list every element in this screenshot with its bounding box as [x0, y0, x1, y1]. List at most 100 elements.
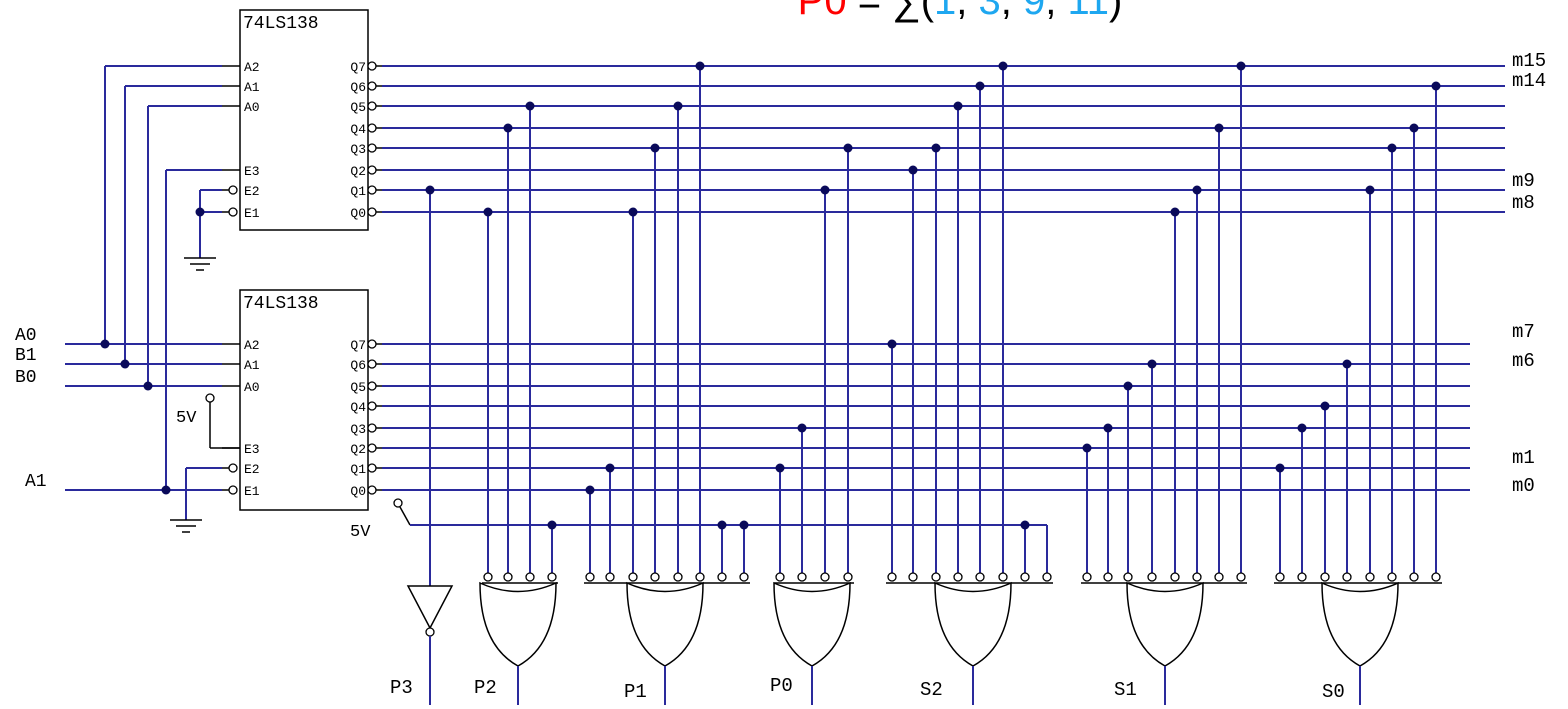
inversion-bubble — [367, 359, 377, 369]
title: P0 = ∑(1, 3, 9, 11) — [798, 0, 1123, 23]
title-part: 11 — [1067, 0, 1109, 23]
pin-label: Q5 — [350, 100, 366, 115]
junction — [1082, 443, 1092, 453]
pin-label: Q1 — [350, 184, 366, 199]
pin-label: Q3 — [350, 422, 366, 437]
inversion-bubble — [1170, 572, 1180, 582]
title-part: 3 — [979, 0, 1001, 23]
supply-terminal — [205, 393, 215, 403]
inversion-bubble — [525, 572, 535, 582]
inversion-bubble — [605, 572, 615, 582]
inversion-bubble — [483, 572, 493, 582]
inverter — [406, 585, 454, 630]
pin-label: E1 — [244, 484, 260, 499]
junction — [483, 207, 493, 217]
title-part: ) — [1109, 0, 1122, 23]
inversion-bubble — [367, 61, 377, 71]
supply-label: 5V — [350, 523, 371, 542]
chip-body — [239, 289, 369, 511]
inversion-bubble — [1082, 572, 1092, 582]
inversion-bubble — [503, 572, 513, 582]
junction — [605, 463, 615, 473]
gate-output-label: P2 — [474, 677, 497, 699]
inversion-bubble — [1103, 572, 1113, 582]
inversion-bubble — [628, 572, 638, 582]
or-gate — [479, 581, 557, 667]
junction — [1320, 401, 1330, 411]
inversion-bubble — [367, 165, 377, 175]
junction — [100, 339, 110, 349]
junction — [953, 101, 963, 111]
inversion-bubble — [717, 572, 727, 582]
junction — [1236, 61, 1246, 71]
junction — [1170, 207, 1180, 217]
inversion-bubble — [650, 572, 660, 582]
junction — [1147, 359, 1157, 369]
inversion-bubble — [228, 185, 238, 195]
minterm-label: m7 — [1512, 321, 1535, 343]
inversion-bubble — [1409, 572, 1419, 582]
inversion-bubble — [425, 627, 435, 637]
junction — [1103, 423, 1113, 433]
inversion-bubble — [367, 81, 377, 91]
junction — [931, 143, 941, 153]
junction — [1387, 143, 1397, 153]
junction — [820, 185, 830, 195]
gate-output-label: P3 — [390, 677, 413, 699]
pin-label: A1 — [244, 358, 260, 373]
junction — [843, 143, 853, 153]
input-label: A0 — [15, 326, 37, 346]
junction — [585, 485, 595, 495]
inversion-bubble — [367, 381, 377, 391]
inversion-bubble — [367, 339, 377, 349]
inversion-bubble — [228, 485, 238, 495]
inversion-bubble — [1214, 572, 1224, 582]
inversion-bubble — [975, 572, 985, 582]
gate-output-label: P1 — [624, 681, 647, 703]
inversion-bubble — [367, 185, 377, 195]
pin-label: A0 — [244, 100, 260, 115]
junction — [120, 359, 130, 369]
inversion-bubble — [367, 207, 377, 217]
gate-output-label: P0 — [770, 675, 793, 697]
pin-label: A0 — [244, 380, 260, 395]
or-gate — [773, 581, 851, 667]
junction — [1275, 463, 1285, 473]
inversion-bubble — [797, 572, 807, 582]
inversion-bubble — [1020, 572, 1030, 582]
supply-terminal — [393, 498, 403, 508]
pin-label: E2 — [244, 462, 260, 477]
supply-label: 5V — [176, 409, 197, 428]
inversion-bubble — [673, 572, 683, 582]
junction — [975, 81, 985, 91]
inversion-bubble — [547, 572, 557, 582]
inversion-bubble — [367, 485, 377, 495]
inversion-bubble — [1192, 572, 1202, 582]
inversion-bubble — [1042, 572, 1052, 582]
junction — [775, 463, 785, 473]
junction — [1214, 123, 1224, 133]
inversion-bubble — [843, 572, 853, 582]
junction — [1409, 123, 1419, 133]
input-label: B1 — [15, 346, 37, 366]
junction — [998, 61, 1008, 71]
junction — [797, 423, 807, 433]
inversion-bubble — [1320, 572, 1330, 582]
inversion-bubble — [1123, 572, 1133, 582]
junction — [650, 143, 660, 153]
input-label: B0 — [15, 368, 37, 388]
title-part: 1 — [934, 0, 956, 23]
junction — [1123, 381, 1133, 391]
junction — [908, 165, 918, 175]
pin-label: Q2 — [350, 442, 366, 457]
title-part: P0 — [798, 0, 847, 23]
junction — [1431, 81, 1441, 91]
pin-label: E3 — [244, 442, 260, 457]
pin-label: A1 — [244, 80, 260, 95]
junction — [161, 485, 171, 495]
inversion-bubble — [367, 423, 377, 433]
inversion-bubble — [367, 101, 377, 111]
inversion-bubble — [367, 143, 377, 153]
pin-label: Q0 — [350, 206, 366, 221]
inversion-bubble — [1387, 572, 1397, 582]
